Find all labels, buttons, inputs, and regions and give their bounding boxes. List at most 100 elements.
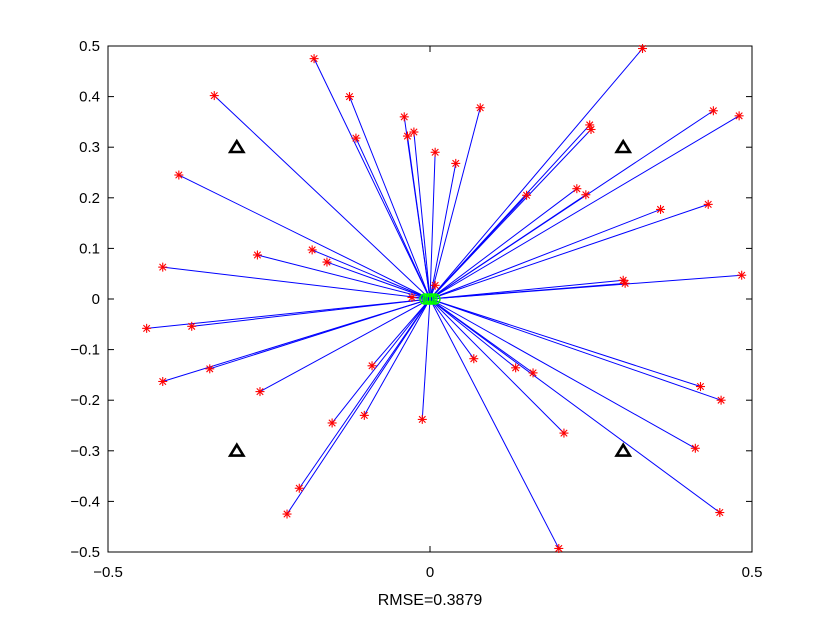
data-point (475, 103, 485, 113)
connection-line (429, 298, 565, 434)
data-point (359, 410, 369, 420)
asterisk-stroke (716, 508, 724, 517)
data-point (158, 262, 168, 272)
data-point (307, 245, 317, 255)
y-tick-label: 0.1 (79, 240, 100, 257)
asterisk-stroke (400, 113, 408, 121)
data-point (620, 278, 630, 288)
connection-line (178, 174, 431, 300)
connection-line (371, 298, 431, 367)
estimate-marker (429, 293, 441, 305)
data-points (142, 44, 747, 553)
connection-line (429, 298, 696, 449)
asterisk-stroke (431, 148, 439, 156)
anchor-triangle (227, 138, 246, 154)
asterisk-stroke (143, 324, 151, 332)
x-axis-ticks: −0.5 0 0.5 (93, 46, 762, 581)
anchor-triangle (614, 138, 633, 154)
asterisk-stroke (159, 263, 167, 271)
connection-line (429, 298, 701, 388)
y-tick-label: −0.5 (70, 544, 100, 561)
asterisk-stroke (638, 44, 647, 53)
asterisk-stroke (210, 91, 218, 100)
data-point (345, 92, 354, 102)
anchor-triangle (227, 442, 246, 457)
plot-area (107, 44, 753, 553)
connection-line (429, 194, 527, 300)
y-tick-label: 0.5 (79, 38, 100, 55)
data-point (294, 483, 304, 493)
data-point (399, 112, 409, 122)
connection-line (429, 194, 587, 300)
data-point (586, 124, 596, 134)
connection-line (429, 298, 721, 513)
asterisk-stroke (586, 121, 594, 129)
asterisk-stroke (735, 112, 743, 120)
asterisk-stroke (656, 205, 665, 214)
asterisk-stroke (621, 279, 629, 287)
data-point (174, 170, 184, 180)
asterisk-stroke (691, 444, 699, 452)
connection-line (413, 131, 431, 300)
y-tick-label: −0.1 (70, 342, 100, 359)
connection-line (429, 48, 643, 300)
data-point (716, 395, 726, 405)
asterisk-stroke (573, 185, 581, 193)
data-point (158, 376, 168, 386)
connection-line (311, 249, 431, 300)
data-point (708, 106, 718, 116)
connection-line (429, 298, 475, 360)
data-point (469, 354, 479, 364)
asterisk-stroke (476, 104, 484, 112)
data-point (402, 131, 412, 141)
connection-line (429, 274, 742, 300)
y-tick-label: 0.4 (79, 89, 100, 106)
data-point (528, 368, 538, 378)
asterisk-stroke (738, 271, 746, 279)
data-point (572, 184, 582, 194)
connection-line (213, 95, 431, 300)
data-point (585, 120, 595, 130)
x-tick-label: −0.5 (93, 564, 123, 581)
asterisk-stroke (403, 132, 412, 140)
asterisk-stroke (345, 92, 354, 101)
connection-line (429, 298, 516, 369)
data-point (142, 323, 152, 333)
data-point (309, 54, 319, 64)
y-tick-label: −0.2 (70, 392, 100, 409)
asterisk-stroke (418, 415, 426, 424)
connection-line (331, 298, 431, 424)
connection-line (429, 107, 481, 300)
data-point (407, 292, 417, 302)
asterisk-stroke (431, 281, 439, 289)
asterisk-stroke (360, 411, 368, 420)
data-point (417, 414, 427, 424)
data-point (638, 44, 648, 54)
connection-line (421, 298, 431, 420)
data-point (715, 508, 725, 518)
asterisk-stroke (368, 362, 376, 370)
x-axis-label: RMSE=0.3879 (378, 592, 483, 609)
data-point (327, 418, 337, 428)
y-tick-label: 0.3 (79, 139, 100, 156)
asterisk-stroke (452, 159, 460, 168)
data-point (554, 543, 564, 553)
data-point (187, 321, 197, 331)
data-point (511, 363, 521, 373)
connection-line (429, 163, 457, 300)
y-tick-label: 0.2 (79, 190, 100, 207)
anchor-triangle (614, 442, 633, 457)
asterisk-stroke (587, 125, 595, 134)
data-point (703, 199, 713, 209)
connection-line (191, 298, 431, 327)
connection-line (429, 188, 578, 300)
connection-line (429, 298, 722, 401)
data-point (430, 147, 440, 157)
data-point (581, 190, 591, 200)
data-point (695, 382, 705, 392)
asterisk-stroke (206, 365, 214, 373)
asterisk-stroke (717, 396, 725, 404)
asterisk-stroke (512, 364, 520, 372)
connection-line (313, 58, 431, 300)
asterisk-stroke (408, 293, 416, 302)
